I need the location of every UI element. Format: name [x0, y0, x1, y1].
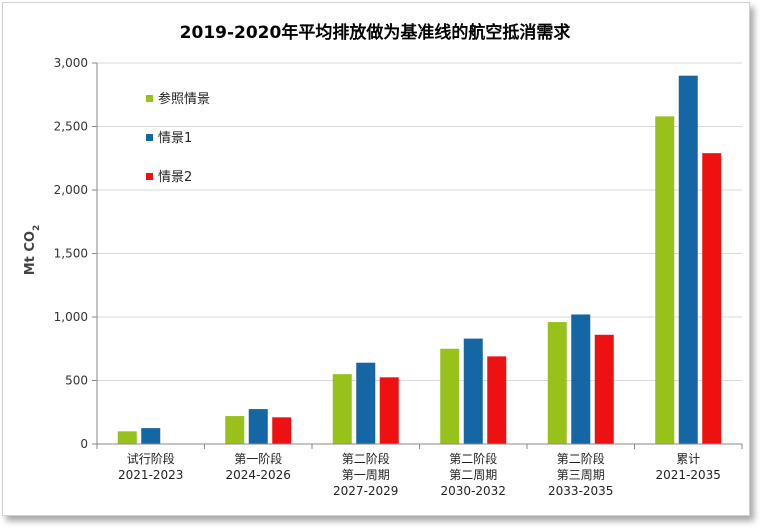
bar: [332, 374, 352, 444]
x-axis: 试行阶段 2021-2023 第一阶段 2024-2026 第二阶段第一周期 2027-2…: [96, 443, 743, 498]
bar: [571, 314, 591, 444]
bar: [440, 348, 460, 444]
category-label: 累计 2021-2035: [656, 452, 721, 482]
legend-swatch: [146, 134, 153, 141]
category-label: 第二阶段第三周期 2033-2035: [548, 451, 613, 498]
category-label: 第一阶段 2024-2026: [226, 451, 291, 482]
bar: [141, 428, 161, 444]
category-label: 试行阶段 2021-2023: [118, 451, 183, 482]
y-tick-label: 0: [80, 437, 88, 451]
y-tick-label: 2,500: [54, 120, 88, 134]
bar: [225, 416, 245, 444]
y-axis: 0 500 1,000 1,500 2,000 2,500 3,000: [54, 56, 98, 451]
bar: [655, 116, 675, 444]
chart-title: 2019-2020年平均排放做为基准线的航空抵消需求: [180, 22, 571, 43]
y-tick-label: 500: [65, 374, 88, 388]
bars: [117, 75, 722, 445]
legend-label: 情景1: [158, 131, 192, 146]
bar: [702, 153, 722, 445]
y-tick-label: 2,000: [54, 183, 88, 197]
bar: [117, 431, 137, 444]
category-label: 第二阶段第一周期 2027-2029: [333, 451, 398, 498]
bar: [463, 338, 483, 444]
bar: [248, 409, 268, 444]
chart-frame: [2, 2, 750, 516]
bar: [678, 75, 698, 444]
legend-label: 参照情景: [158, 91, 210, 107]
legend-swatch: [146, 173, 153, 180]
bar: [379, 377, 399, 444]
legend-swatch: [146, 95, 153, 102]
y-tick-label: 1,000: [54, 310, 88, 324]
category-label: 第二阶段第二周期 2030-2032: [441, 451, 506, 498]
bar: [272, 417, 292, 444]
y-axis-label: Mt CO2: [23, 225, 42, 276]
y-tick-label: 1,500: [54, 247, 88, 261]
legend-label: 情景2: [158, 170, 192, 185]
y-tick-label: 3,000: [54, 56, 88, 70]
bar: [594, 334, 614, 444]
bar: [356, 362, 376, 444]
bar: [547, 322, 567, 444]
bar: [487, 356, 507, 444]
gridlines: [97, 62, 742, 445]
